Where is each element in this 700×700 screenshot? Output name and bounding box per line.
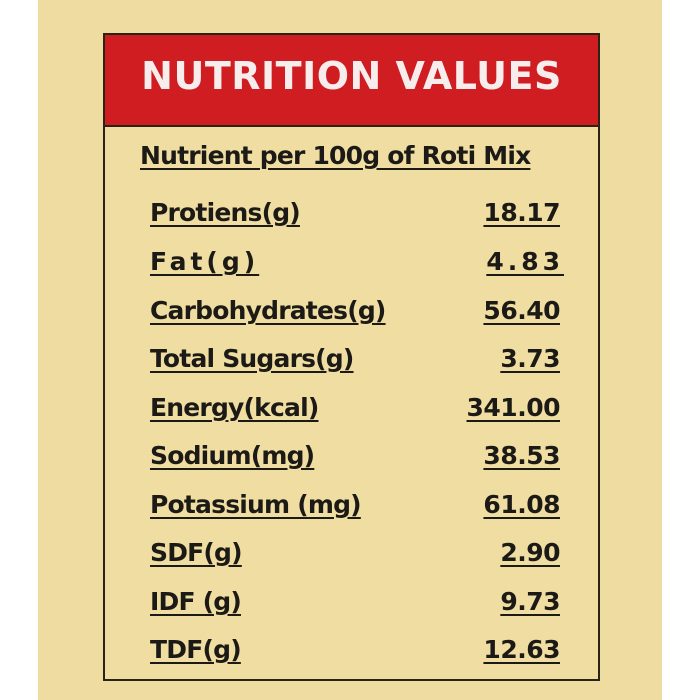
nutrient-row-tdf: TDF(g) 12.63 (150, 635, 560, 675)
nutrient-value: 56.40 (483, 296, 560, 325)
nutrition-title: NUTRITION VALUES (141, 54, 562, 98)
nutrient-name: IDF (g) (150, 587, 242, 616)
nutrition-panel: NUTRITION VALUES Nutrient per 100g of Ro… (103, 33, 600, 681)
nutrient-value: 4.83 (486, 247, 564, 276)
nutrient-name: Protiens(g) (150, 198, 301, 227)
nutrient-name: Total Sugars(g) (150, 344, 354, 373)
nutrient-name: SDF(g) (150, 538, 243, 567)
nutrient-row-energy: Energy(kcal) 341.00 (150, 393, 561, 433)
nutrient-name: Carbohydrates(g) (150, 296, 386, 325)
nutrient-row-proteins: Protiens(g) 18.17 (150, 198, 560, 238)
nutrient-name: Potassium (mg) (150, 490, 362, 519)
nutrient-name: Sodium(mg) (150, 441, 315, 470)
nutrient-name: TDF(g) (150, 635, 242, 664)
nutrient-value: 2.90 (500, 538, 560, 567)
nutrition-header: NUTRITION VALUES (105, 35, 598, 127)
nutrient-name: Energy(kcal) (150, 393, 319, 422)
table-subtitle: Nutrient per 100g of Roti Mix (140, 141, 531, 170)
nutrient-row-total-sugars: Total Sugars(g) 3.73 (150, 344, 560, 384)
nutrient-value: 38.53 (483, 441, 560, 470)
nutrient-value: 3.73 (500, 344, 560, 373)
nutrient-value: 9.73 (500, 587, 560, 616)
nutrient-row-potassium: Potassium (mg) 61.08 (150, 490, 560, 530)
nutrient-value: 341.00 (466, 393, 561, 422)
nutrient-row-sdf: SDF(g) 2.90 (150, 538, 560, 578)
nutrient-value: 12.63 (483, 635, 560, 664)
nutrient-value: 61.08 (483, 490, 560, 519)
nutrient-row-fat: Fat(g) 4.83 (150, 247, 560, 287)
nutrient-row-sodium: Sodium(mg) 38.53 (150, 441, 560, 481)
nutrient-row-carbohydrates: Carbohydrates(g) 56.40 (150, 296, 560, 336)
nutrient-row-idf: IDF (g) 9.73 (150, 587, 560, 627)
nutrient-name: Fat(g) (150, 247, 260, 276)
nutrient-value: 18.17 (483, 198, 560, 227)
